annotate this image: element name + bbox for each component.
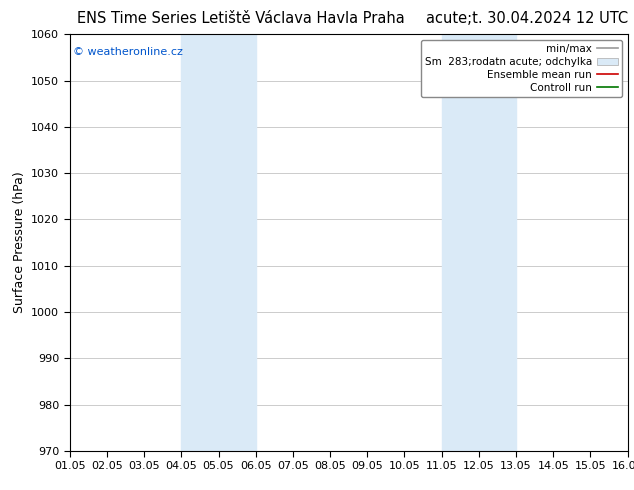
Text: © weatheronline.cz: © weatheronline.cz <box>72 47 183 57</box>
Y-axis label: Surface Pressure (hPa): Surface Pressure (hPa) <box>13 172 25 314</box>
Text: ENS Time Series Letiště Václava Havla Praha: ENS Time Series Letiště Václava Havla Pr… <box>77 11 404 26</box>
Legend: min/max, Sm  283;rodatn acute; odchylka, Ensemble mean run, Controll run: min/max, Sm 283;rodatn acute; odchylka, … <box>421 40 623 97</box>
Text: acute;t. 30.04.2024 12 UTC: acute;t. 30.04.2024 12 UTC <box>425 11 628 26</box>
Bar <box>181 34 256 451</box>
Bar <box>442 34 516 451</box>
